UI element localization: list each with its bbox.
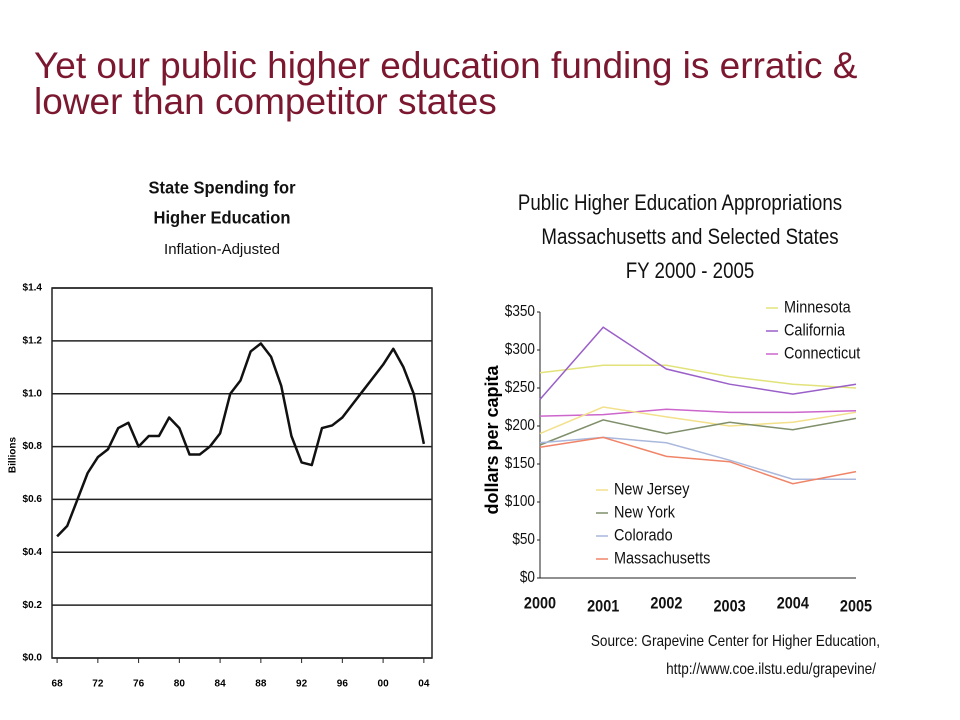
x-tick-label: 2005 bbox=[840, 597, 872, 615]
legend-label: New Jersey bbox=[614, 480, 690, 498]
y-tick-label: $1.4 bbox=[23, 283, 43, 294]
x-tick-label: 76 bbox=[133, 679, 145, 690]
chart-title: Public Higher Education Appropriations bbox=[518, 191, 842, 215]
legend-label: Connecticut bbox=[784, 344, 861, 362]
x-tick-label: 96 bbox=[337, 679, 349, 690]
chart-subtitle: Inflation-Adjusted bbox=[164, 241, 280, 258]
legend-label: Massachusetts bbox=[614, 549, 710, 567]
data-line bbox=[539, 364, 857, 389]
y-axis-label: dollars per capita bbox=[482, 364, 502, 514]
plot-frame bbox=[51, 287, 433, 659]
chart-title: Massachusetts and Selected States bbox=[541, 225, 838, 249]
y-tick-label: $300 bbox=[505, 341, 535, 358]
x-tick-label: 2001 bbox=[587, 597, 619, 615]
y-tick-label: $1.0 bbox=[23, 388, 43, 399]
legend-label: California bbox=[784, 321, 845, 339]
x-tick-label: 88 bbox=[255, 679, 267, 690]
y-tick-label: $150 bbox=[505, 455, 535, 472]
legend-label: Colorado bbox=[614, 526, 673, 544]
chart-title: FY 2000 - 2005 bbox=[626, 259, 755, 283]
x-tick-label: 68 bbox=[52, 679, 64, 690]
y-axis-label: Billions bbox=[8, 437, 19, 474]
x-tick-label: 00 bbox=[378, 679, 390, 690]
data-line bbox=[539, 436, 856, 480]
chart-title: Higher Education bbox=[154, 207, 291, 228]
x-tick-label: 92 bbox=[296, 679, 308, 690]
y-tick-label: $0.6 bbox=[23, 494, 43, 505]
y-tick-label: $0.8 bbox=[23, 441, 43, 452]
y-tick-label: $100 bbox=[505, 493, 535, 510]
y-tick-label: $0.0 bbox=[23, 653, 43, 664]
y-tick-label: $350 bbox=[505, 303, 535, 320]
legend-label: New York bbox=[614, 503, 675, 521]
y-tick-label: $0.2 bbox=[23, 600, 43, 611]
y-tick-label: $0.4 bbox=[23, 547, 43, 558]
x-tick-label: 72 bbox=[92, 679, 104, 690]
x-tick-label: 2003 bbox=[714, 597, 746, 615]
y-tick-label: $1.2 bbox=[23, 335, 43, 346]
data-line bbox=[539, 406, 857, 435]
legend-label: Minnesota bbox=[784, 298, 851, 316]
data-line bbox=[539, 436, 857, 485]
source: Source: Grapevine Center for Higher Educ… bbox=[591, 633, 880, 650]
x-tick-label: 2000 bbox=[524, 594, 556, 612]
data-line bbox=[539, 326, 857, 400]
x-tick-label: 2004 bbox=[777, 594, 809, 612]
y-tick-label: $250 bbox=[505, 379, 535, 396]
x-tick-label: 80 bbox=[174, 679, 186, 690]
data-line bbox=[539, 417, 857, 446]
source-url: http://www.coe.ilstu.edu/grapevine/ bbox=[666, 661, 877, 678]
slide-title: Yet our public higher education funding … bbox=[34, 45, 858, 122]
x-tick-label: 84 bbox=[215, 679, 227, 690]
y-tick-label: $50 bbox=[512, 531, 535, 548]
x-tick-label: 2002 bbox=[650, 594, 682, 612]
y-tick-label: $0 bbox=[520, 569, 535, 586]
data-line bbox=[56, 342, 426, 538]
data-line bbox=[539, 408, 857, 417]
chart-title: State Spending for bbox=[148, 177, 295, 198]
x-tick-label: 04 bbox=[418, 679, 430, 690]
y-tick-label: $200 bbox=[505, 417, 535, 434]
